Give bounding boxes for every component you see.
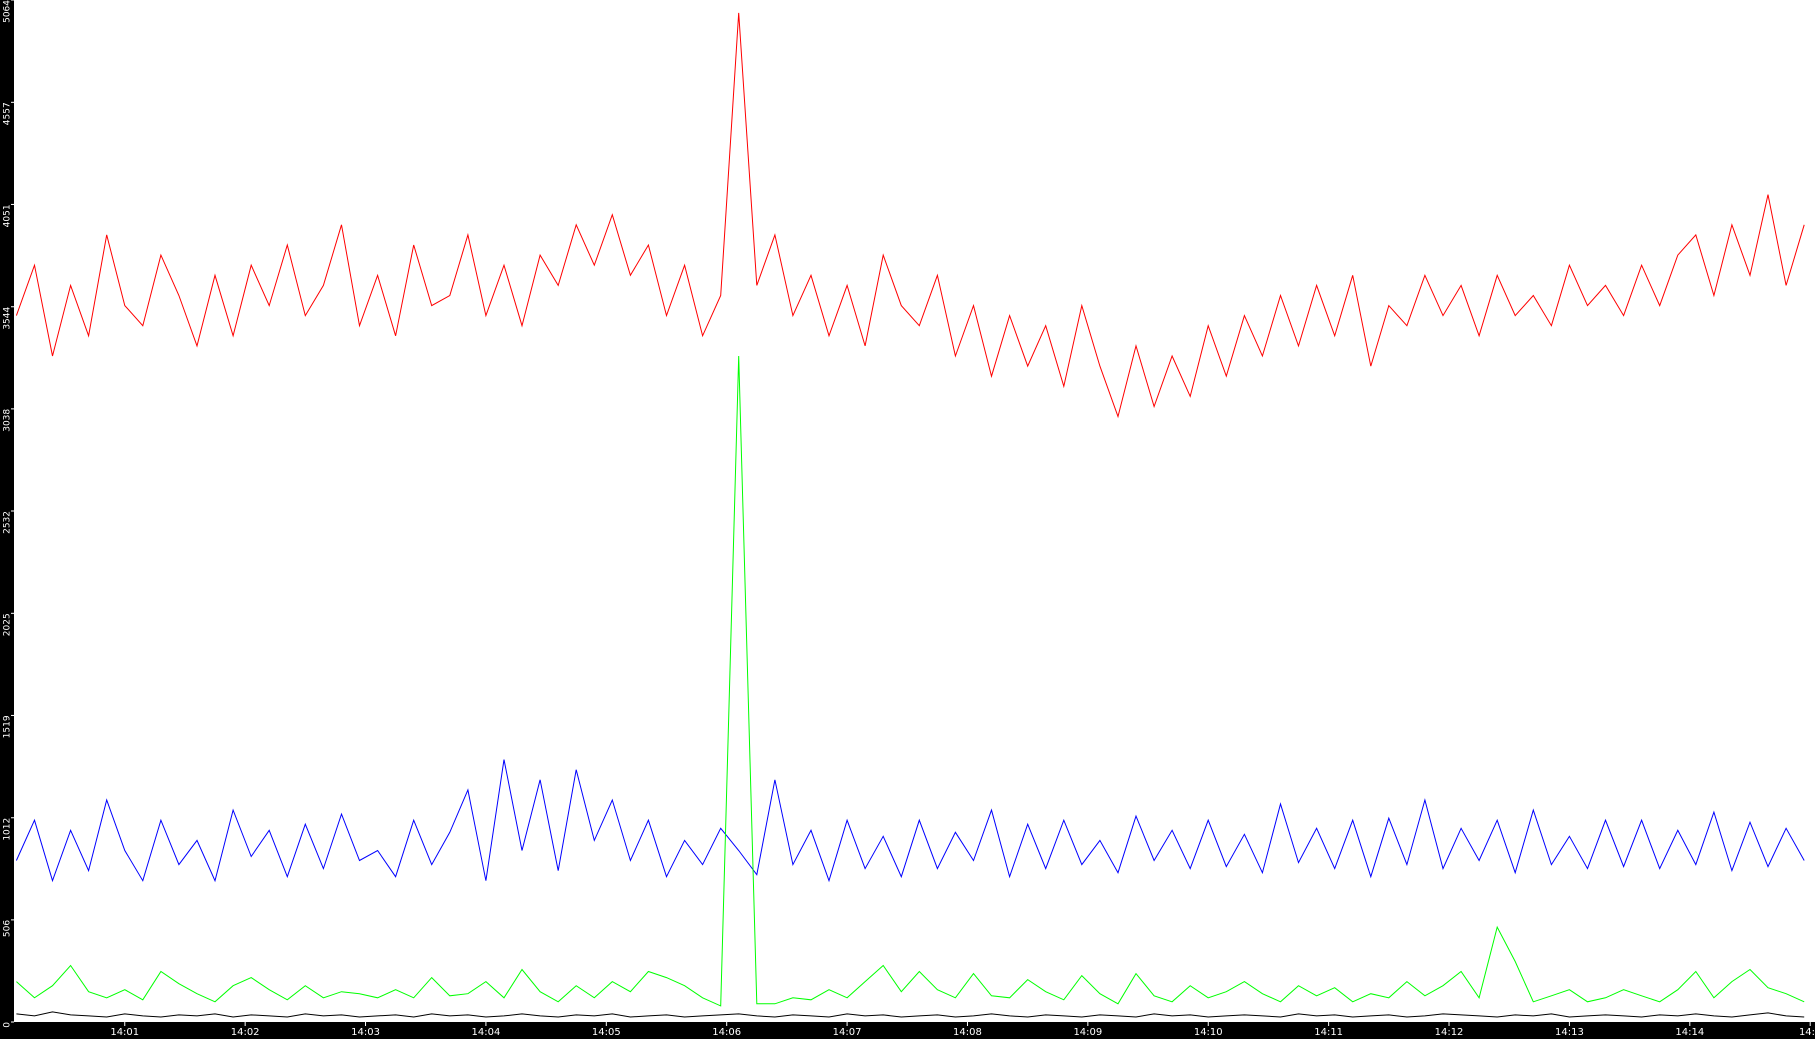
x-tick-label: 14:04 bbox=[472, 1027, 501, 1038]
x-tick-label: 14:12 bbox=[1435, 1027, 1464, 1038]
x-tick-label: 14:06 bbox=[712, 1027, 741, 1038]
x-tick-label: 14:14 bbox=[1675, 1027, 1704, 1038]
x-tick-label: 14:08 bbox=[953, 1027, 982, 1038]
y-tick-label: 5064 bbox=[3, 0, 13, 23]
x-tick-label: 14:09 bbox=[1073, 1027, 1102, 1038]
y-tick-label: 1012 bbox=[3, 818, 13, 841]
x-tick-label: 14:03 bbox=[351, 1027, 380, 1038]
x-tick-label: 14:13 bbox=[1555, 1027, 1584, 1038]
series-line bbox=[16, 355, 1805, 1007]
series-line bbox=[15, 759, 1805, 883]
x-tick-label: 14:05 bbox=[592, 1027, 621, 1038]
x-axis-bar bbox=[0, 1022, 1815, 1039]
series-line bbox=[16, 1011, 1805, 1018]
y-tick-label: 1519 bbox=[3, 715, 13, 738]
y-tick-label: 3038 bbox=[3, 409, 13, 432]
y-axis-bar bbox=[0, 0, 14, 1039]
y-tick-label: 4051 bbox=[3, 204, 13, 227]
y-tick-label: 506 bbox=[3, 920, 13, 937]
x-tick-label: 14:01 bbox=[110, 1027, 139, 1038]
y-tick-label: 2025 bbox=[3, 613, 13, 636]
x-tick-label: 14:10 bbox=[1194, 1027, 1223, 1038]
y-tick-label: 0 bbox=[3, 1022, 13, 1028]
x-tick-label: 14:02 bbox=[231, 1027, 260, 1038]
x-tick-label: 14:11 bbox=[1314, 1027, 1343, 1038]
y-tick-label: 4557 bbox=[3, 102, 13, 125]
series-line bbox=[15, 12, 1805, 419]
y-tick-label: 2532 bbox=[3, 511, 13, 534]
y-tick-label: 3544 bbox=[3, 306, 13, 329]
x-tick-label: 14:1 bbox=[1799, 1027, 1815, 1038]
x-tick-label: 14:07 bbox=[833, 1027, 862, 1038]
